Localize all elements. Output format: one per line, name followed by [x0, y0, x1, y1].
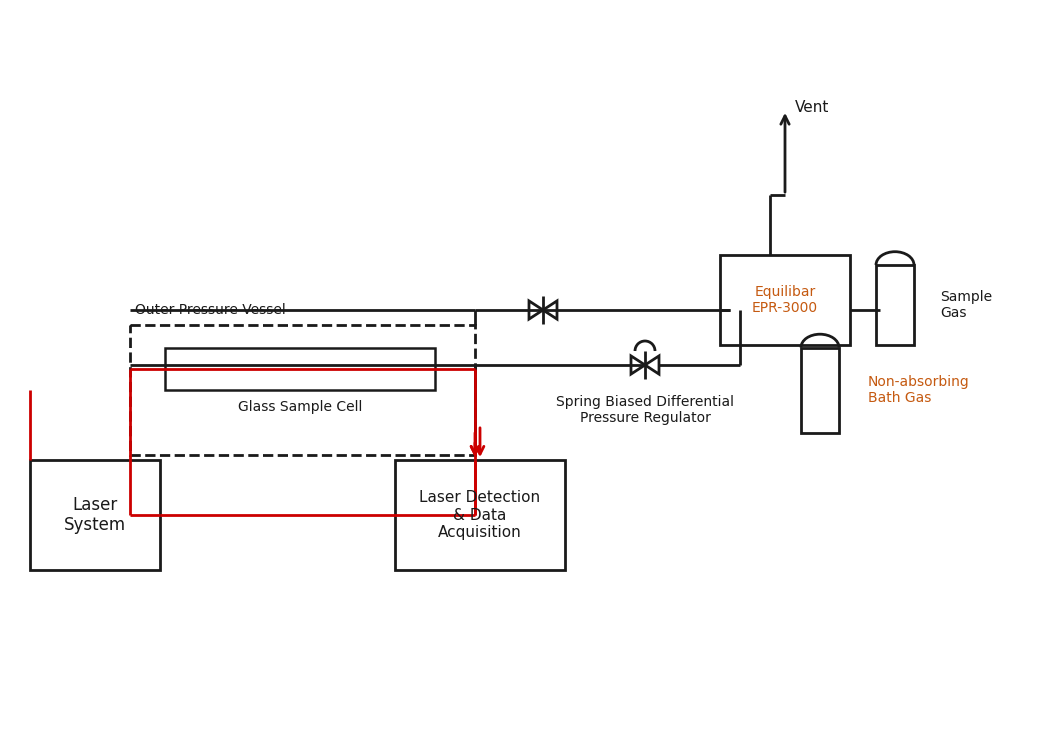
Text: Equilibar
EPR-3000: Equilibar EPR-3000: [752, 285, 818, 315]
Bar: [130, 325, 475, 455]
Bar: [876, 265, 914, 345]
Bar: [720, 255, 850, 345]
Text: Sample
Gas: Sample Gas: [940, 290, 992, 320]
Text: Laser
System: Laser System: [64, 496, 126, 534]
Bar: [801, 348, 839, 432]
Text: Glass Sample Cell: Glass Sample Cell: [238, 400, 363, 414]
Bar: [395, 460, 565, 570]
Text: Non-absorbing
Bath Gas: Non-absorbing Bath Gas: [868, 375, 970, 405]
Bar: [165, 348, 435, 390]
Text: Laser Detection
& Data
Acquisition: Laser Detection & Data Acquisition: [419, 490, 541, 540]
Bar: [30, 460, 160, 570]
Text: Vent: Vent: [795, 100, 829, 115]
Text: Spring Biased Differential
Pressure Regulator: Spring Biased Differential Pressure Regu…: [557, 395, 734, 425]
Text: Outer Pressure Vessel: Outer Pressure Vessel: [135, 303, 286, 317]
